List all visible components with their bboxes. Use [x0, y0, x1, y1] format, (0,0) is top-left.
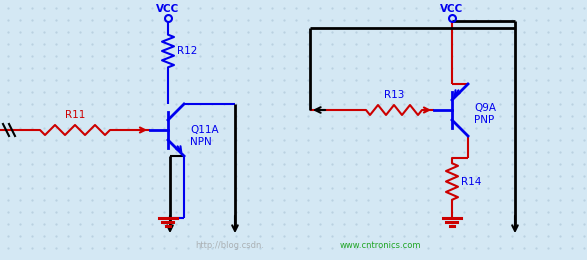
Text: R13: R13: [384, 90, 404, 100]
Text: R11: R11: [65, 110, 85, 120]
Text: VCC: VCC: [440, 4, 464, 14]
Text: R14: R14: [461, 177, 481, 186]
Text: R12: R12: [177, 46, 197, 56]
Text: PNP: PNP: [474, 115, 494, 125]
Text: NPN: NPN: [190, 137, 212, 147]
Text: VCC: VCC: [156, 4, 180, 14]
Text: www.cntronics.com: www.cntronics.com: [340, 240, 421, 250]
Text: Q11A: Q11A: [190, 125, 218, 135]
Text: http://blog.csdn.: http://blog.csdn.: [195, 240, 264, 250]
Text: Q9A: Q9A: [474, 103, 496, 113]
